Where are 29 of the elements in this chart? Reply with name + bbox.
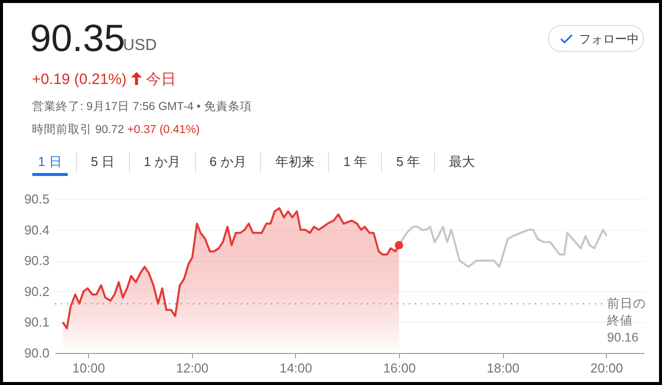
text: +0.19 (0.21%) <box>32 71 127 88</box>
text: 最大 <box>434 152 490 172</box>
text: 5 年 <box>381 152 434 172</box>
text: 1 年 <box>328 152 382 172</box>
text: 営業終了: 9月17日 7:56 GMT-4 • 免責条項 <box>32 100 252 114</box>
y-tick-label: 90.3 <box>24 253 50 268</box>
text: 時間前取引 90.72 <box>32 124 124 136</box>
x-tick-label: 12:00 <box>176 360 209 376</box>
x-tick-label: 14:00 <box>280 360 312 376</box>
text: フォロー中 <box>579 31 639 48</box>
text: +0.37 (0.41%) <box>127 124 200 136</box>
text: 5 日 <box>76 152 129 172</box>
text: 6 か月 <box>194 152 260 172</box>
text: 今日 <box>146 71 176 88</box>
ref-line-label: 前日の終値 90.16 <box>606 296 646 345</box>
x-tick-label: 18:00 <box>486 360 520 376</box>
chart-title: 90.35 <box>30 18 126 61</box>
text: 1 日 <box>37 153 63 171</box>
y-tick-label: 90.2 <box>24 284 50 299</box>
text: 年初来 <box>260 152 328 172</box>
y-tick-label: 90.5 <box>24 192 50 206</box>
y-tick-label: 90.4 <box>24 222 50 238</box>
x-tick-label: 16:00 <box>383 360 416 376</box>
y-tick-label: 90.1 <box>24 314 50 330</box>
y-tick-label: 90.0 <box>24 346 50 360</box>
x-tick-label: 20:00 <box>590 360 623 376</box>
x-tick-label: 10:00 <box>72 360 105 376</box>
chart-subtitle: USD <box>123 37 157 55</box>
text: 1 か月 <box>128 152 195 172</box>
